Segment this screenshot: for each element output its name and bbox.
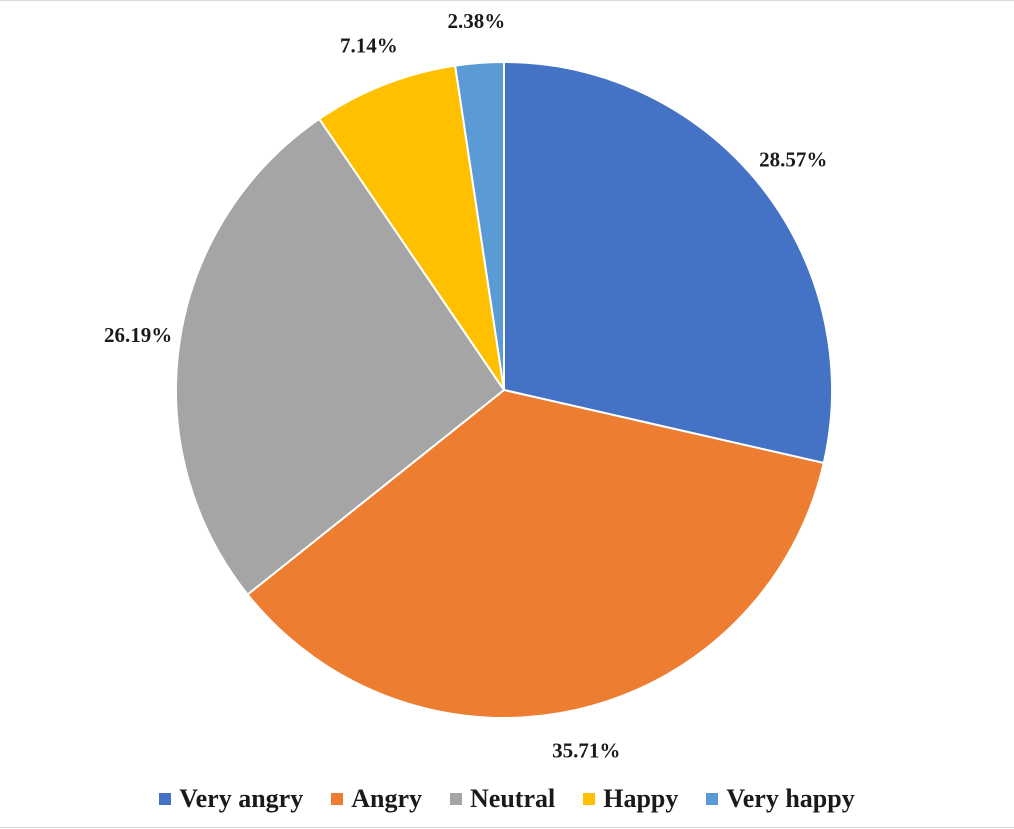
data-label-happy: 7.14% — [340, 34, 398, 58]
pie-slice-happy — [317, 64, 505, 391]
legend-label-very-angry: Very angry — [179, 784, 304, 813]
legend-label-happy: Happy — [603, 784, 679, 813]
pie-slice-very-angry — [503, 60, 834, 465]
legend-label-neutral: Neutral — [470, 784, 556, 813]
pie-slices — [175, 60, 834, 719]
pie-labels: 28.57% 35.71% 26.19% 7.14% 2.38% — [104, 9, 827, 763]
legend-item-very-angry: Very angry — [159, 786, 303, 812]
pie-slice-neutral — [175, 117, 506, 596]
data-label-very-angry: 28.57% — [759, 147, 827, 171]
legend-label-very-happy: Very happy — [726, 784, 855, 813]
legend-swatch-neutral — [450, 793, 463, 805]
pie-slice-angry — [246, 388, 825, 719]
chart-legend: Very angry Angry Neutral Happy Very happy — [0, 781, 1014, 817]
legend-swatch-very-happy — [706, 793, 719, 805]
legend-swatch-very-angry — [159, 793, 172, 805]
data-label-angry: 35.71% — [552, 739, 620, 763]
legend-item-very-happy: Very happy — [706, 784, 855, 813]
legend-swatch-happy — [583, 793, 596, 805]
pie-slice-very-happy — [453, 60, 505, 391]
legend-item-happy: Happy — [583, 786, 678, 812]
data-label-neutral: 26.19% — [104, 323, 172, 347]
legend-label-angry: Angry — [351, 784, 423, 813]
legend-item-angry: Angry — [331, 786, 422, 812]
legend-item-neutral: Neutral — [450, 786, 555, 812]
legend-swatch-angry — [331, 793, 344, 805]
data-label-very-happy: 2.38% — [447, 9, 505, 33]
